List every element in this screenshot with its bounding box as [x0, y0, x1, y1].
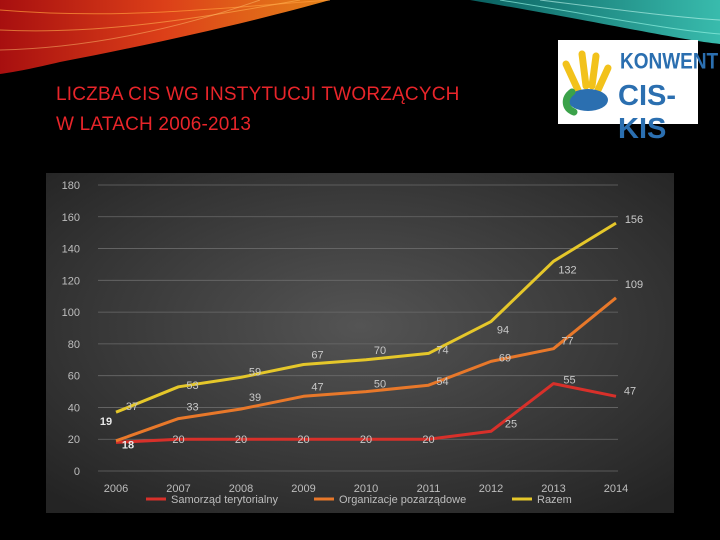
- data-label: 69: [499, 352, 511, 364]
- x-tick-label: 2009: [291, 483, 315, 495]
- y-tick-label: 80: [68, 339, 80, 351]
- data-label: 18: [122, 439, 134, 451]
- series-line: [115, 221, 617, 414]
- data-label: 39: [249, 392, 261, 404]
- y-tick-label: 140: [62, 244, 80, 256]
- logo-text-ciskis: CIS-KIS: [618, 80, 676, 145]
- y-tick-label: 160: [62, 212, 80, 224]
- y-tick-label: 40: [68, 402, 80, 414]
- data-label: 20: [360, 434, 372, 446]
- y-tick-label: 60: [68, 371, 80, 383]
- data-label: 77: [561, 336, 573, 348]
- x-tick-label: 2011: [417, 483, 441, 495]
- data-label: 20: [297, 434, 309, 446]
- data-label: 54: [436, 376, 448, 388]
- x-tick-label: 2013: [541, 483, 565, 495]
- y-tick-label: 0: [74, 466, 80, 478]
- y-tick-label: 100: [62, 307, 80, 319]
- data-label: 59: [249, 366, 261, 378]
- data-label: 25: [505, 418, 517, 430]
- data-label: 70: [374, 345, 386, 357]
- y-tick-label: 180: [62, 180, 80, 192]
- slide-title: LICZBA CIS WG INSTYTUCJI TWORZĄCYCH W LA…: [56, 80, 576, 140]
- x-tick-label: 2012: [479, 483, 503, 495]
- data-label: 74: [436, 344, 448, 356]
- x-tick-label: 2010: [354, 483, 378, 495]
- data-label: 19: [100, 416, 112, 428]
- data-label: 20: [235, 434, 247, 446]
- data-label: 94: [497, 325, 509, 337]
- data-label: 156: [625, 214, 643, 226]
- data-label: 47: [311, 381, 323, 393]
- data-label: 67: [311, 350, 323, 362]
- decorative-banner: [0, 0, 720, 74]
- y-tick-label: 120: [62, 275, 80, 287]
- legend-label: Organizacje pozarządowe: [339, 494, 466, 506]
- data-label: 109: [625, 279, 643, 291]
- data-label: 20: [422, 434, 434, 446]
- data-label: 132: [558, 264, 576, 276]
- line-chart: 0 20 40 60 80 100 120 140 160 180 2006 2007 2008 200…: [46, 173, 674, 513]
- data-label: 55: [563, 375, 575, 387]
- slide-title-line2: W LATACH 2006-2013: [56, 114, 252, 135]
- legend-label: Samorząd terytorialny: [171, 494, 278, 506]
- x-tick-label: 2007: [166, 483, 190, 495]
- data-label: 50: [374, 379, 386, 391]
- legend-label: Razem: [537, 494, 572, 506]
- x-tick-label: 2014: [604, 483, 628, 495]
- data-label: 33: [186, 402, 198, 414]
- y-tick-label: 20: [68, 434, 80, 446]
- series-line: [115, 382, 617, 444]
- data-label: 20: [172, 434, 184, 446]
- x-tick-label: 2008: [229, 483, 253, 495]
- x-tick-label: 2006: [104, 483, 128, 495]
- data-label: 37: [126, 401, 138, 413]
- series-line: [115, 296, 617, 443]
- data-label: 53: [186, 380, 198, 392]
- logo-hand-icon: [562, 50, 612, 116]
- logo-text-konwent: KONWENT: [620, 50, 719, 75]
- slide-title-line1: LICZBA CIS WG INSTYTUCJI TWORZĄCYCH: [56, 84, 460, 105]
- chart-background: [46, 173, 674, 513]
- data-label: 47: [624, 385, 636, 397]
- konwent-logo: KONWENT CIS-KIS: [558, 40, 718, 145]
